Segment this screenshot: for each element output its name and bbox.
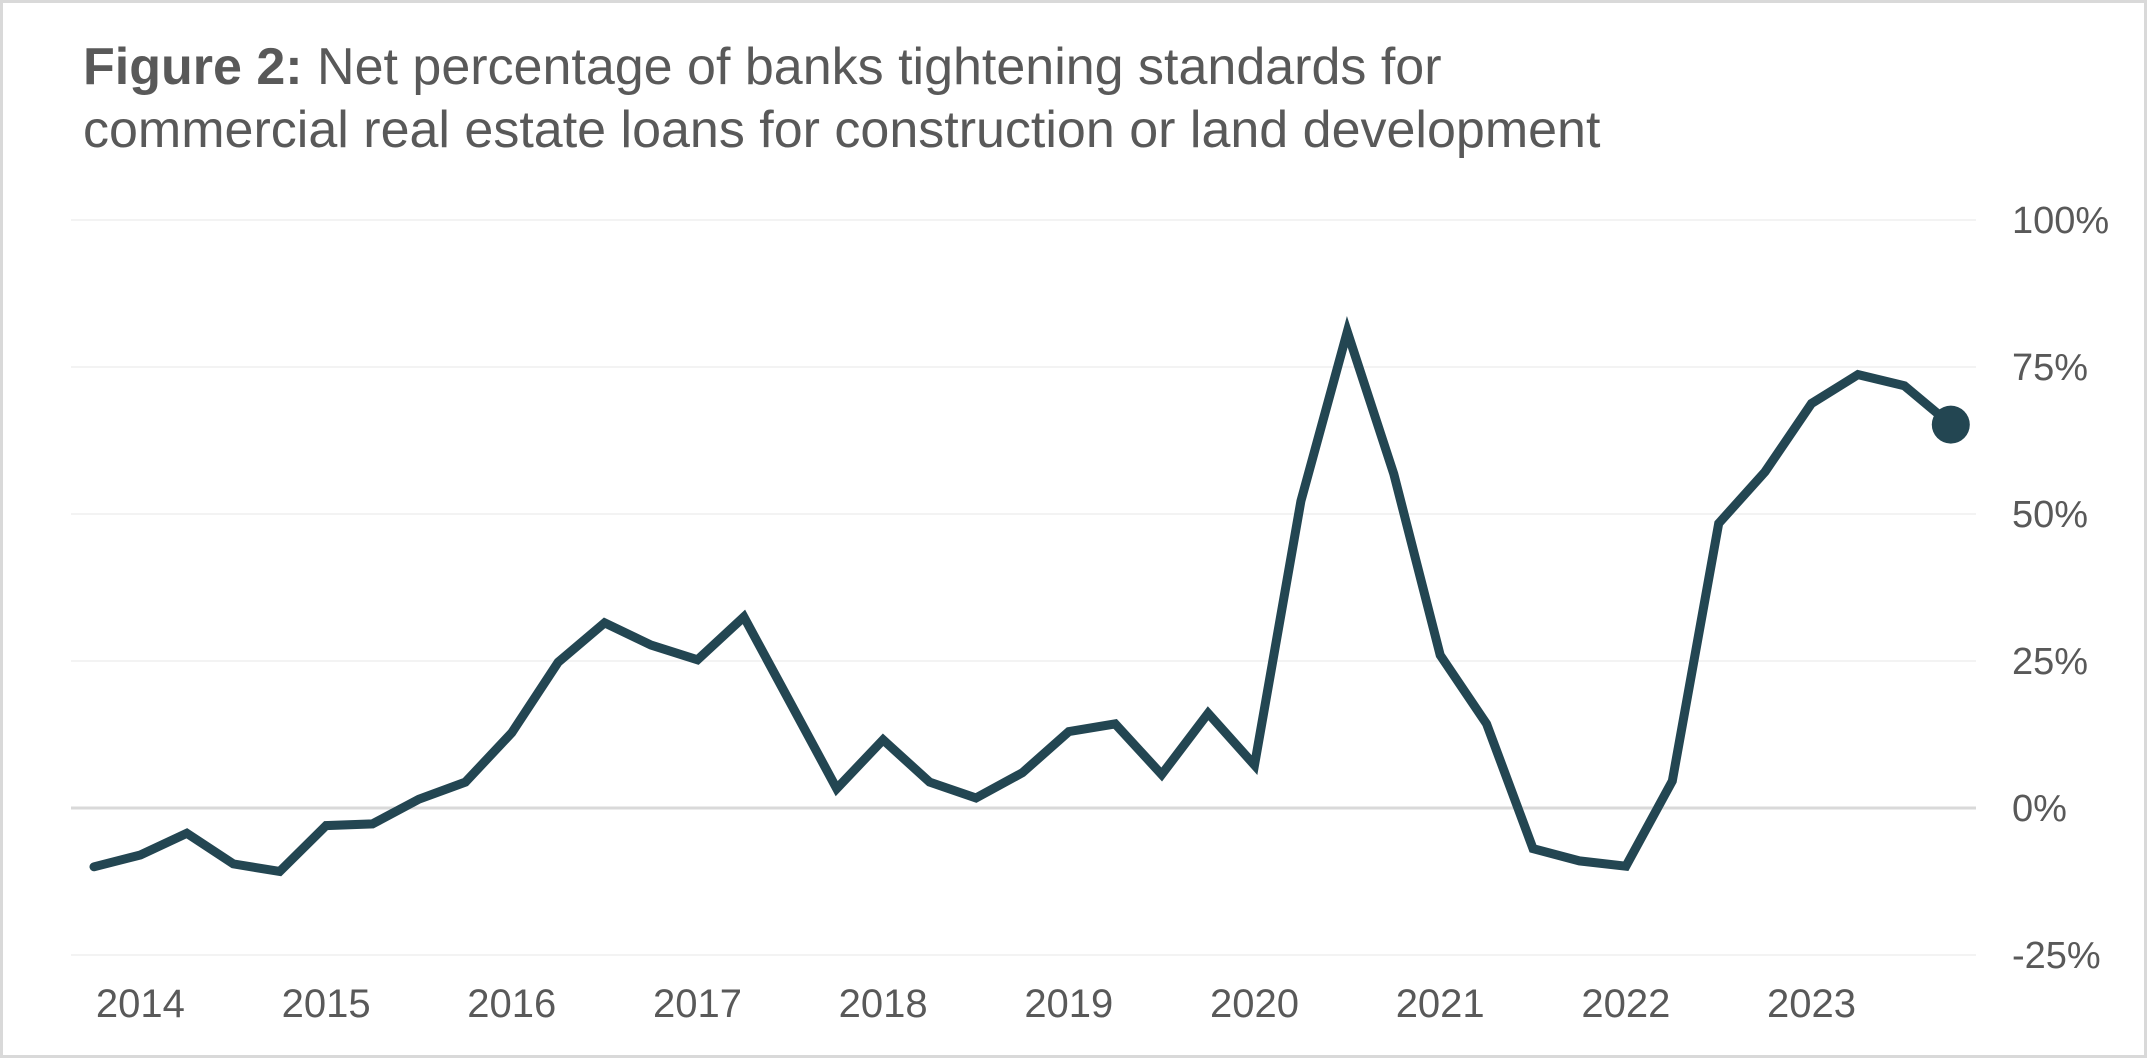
x-axis-labels: 2014 2015 2016 2017 2018 2019 2020 2021 2022 2023: [96, 982, 1856, 1026]
data-point: [508, 729, 516, 737]
data-point: [1808, 399, 1816, 407]
data-point: [786, 699, 794, 707]
y-tick-label: -25%: [2012, 935, 2101, 977]
x-tick-label: 2020: [1210, 982, 1299, 1026]
data-point: [1900, 382, 1908, 390]
x-tick-label: 2015: [282, 982, 371, 1026]
data-point: [1668, 777, 1676, 785]
data-point: [415, 795, 423, 803]
data-point: [183, 829, 191, 837]
data-point: [926, 778, 934, 786]
data-point: [1251, 761, 1259, 769]
x-tick-label: 2016: [467, 982, 556, 1026]
y-tick-label: 100%: [2012, 200, 2109, 242]
data-point: [647, 641, 655, 649]
data-point: [322, 822, 330, 830]
data-point: [740, 613, 748, 621]
x-tick-label: 2017: [653, 982, 742, 1026]
data-point: [601, 619, 609, 627]
x-tick-label: 2021: [1396, 982, 1485, 1026]
data-point: [1483, 720, 1491, 728]
gridlines: [71, 219, 1976, 956]
data-point: [1761, 468, 1769, 476]
y-tick-label: 75%: [2012, 347, 2088, 389]
data-point: [276, 868, 284, 876]
y-axis-labels: -25% 0% 25% 50% 75% 100%: [2012, 200, 2109, 977]
title-line-1: Net percentage of banks tightening stand…: [302, 38, 1442, 96]
data-point: [1204, 709, 1212, 717]
chart-title: Figure 2: Net percentage of banks tighte…: [83, 36, 1983, 162]
data-point: [369, 820, 377, 828]
data-point: [1622, 862, 1630, 870]
x-tick-label: 2022: [1581, 982, 1670, 1026]
x-tick-label: 2014: [96, 982, 185, 1026]
data-point: [1343, 328, 1351, 336]
data-point: [136, 851, 144, 859]
data-point: [1018, 769, 1026, 777]
data-point: [554, 658, 562, 666]
y-tick-label: 0%: [2012, 788, 2067, 830]
data-point: [879, 736, 887, 744]
data-point: [229, 860, 237, 868]
title-line-2: commercial real estate loans for constru…: [83, 101, 1601, 159]
data-point: [1436, 651, 1444, 659]
end-point-marker: [1931, 405, 1970, 444]
data-point: [1575, 857, 1583, 865]
data-point: [693, 656, 701, 664]
data-point: [1065, 728, 1073, 736]
y-tick-label: 50%: [2012, 494, 2088, 536]
data-point: [833, 785, 841, 793]
x-tick-label: 2019: [1024, 982, 1113, 1026]
data-point: [461, 778, 469, 786]
data-point: [1390, 470, 1398, 478]
data-series: [89, 316, 1970, 877]
data-point: [1111, 720, 1119, 728]
series-line: [89, 316, 1956, 877]
y-tick-label: 25%: [2012, 641, 2088, 683]
data-point: [90, 863, 98, 871]
data-point: [1158, 770, 1166, 778]
data-point: [1715, 519, 1723, 527]
figure-label: Figure 2:: [83, 38, 303, 96]
x-tick-label: 2023: [1767, 982, 1856, 1026]
data-point: [1529, 845, 1537, 853]
data-point: [972, 794, 980, 802]
x-tick-label: 2018: [839, 982, 928, 1026]
data-point: [1854, 371, 1862, 379]
data-point: [1297, 497, 1305, 505]
